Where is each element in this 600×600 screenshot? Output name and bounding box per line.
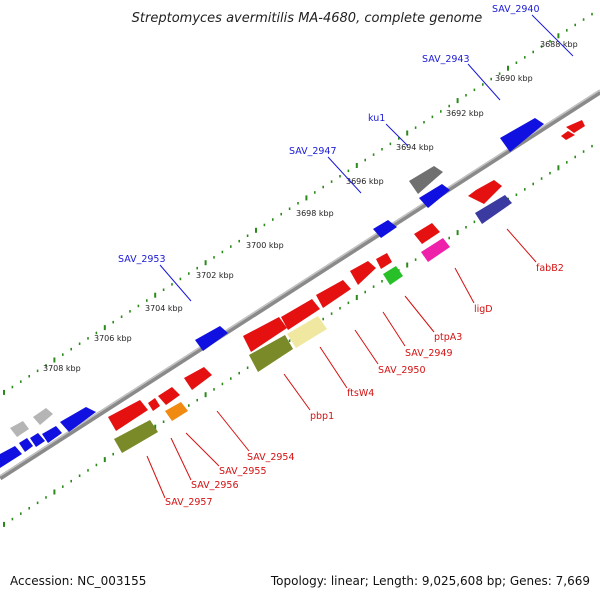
lower-leader-lines — [146, 228, 537, 499]
ruler-label: 3696 kbp — [346, 177, 384, 186]
gene-arrow[interactable] — [350, 261, 376, 285]
upper-ruler-ticks — [3, 12, 593, 395]
ruler-label: 3702 kbp — [196, 271, 234, 280]
accession-text: Accession: NC_003155 — [10, 574, 147, 588]
gene-arrow[interactable] — [114, 420, 158, 453]
gene-label[interactable]: SAV_2949 — [405, 348, 453, 359]
gene-arrow[interactable] — [376, 253, 392, 269]
ruler-label: 3698 kbp — [296, 209, 334, 218]
gene-arrow[interactable] — [243, 317, 287, 352]
gene-arrow[interactable] — [108, 400, 148, 431]
gene-arrow[interactable] — [383, 266, 403, 285]
gene-arrow[interactable] — [30, 433, 45, 447]
ruler-label: 3692 kbp — [446, 109, 484, 118]
gene-arrow[interactable] — [414, 223, 440, 244]
genome-summary-text: Topology: linear; Length: 9,025,608 bp; … — [270, 574, 590, 588]
reverse-strand-genes — [108, 180, 512, 453]
gene-arrow[interactable] — [184, 367, 212, 390]
gene-arrow[interactable] — [419, 184, 450, 208]
gene-arrow[interactable] — [409, 166, 443, 194]
gene-label[interactable]: fabB2 — [536, 263, 564, 274]
gene-label[interactable]: SAV_2957 — [165, 497, 213, 508]
gene-arrow[interactable] — [195, 326, 228, 351]
gene-arrow[interactable] — [561, 131, 575, 140]
gene-label[interactable]: SAV_2950 — [378, 365, 426, 376]
gene-arrow[interactable] — [33, 408, 53, 425]
gene-arrow[interactable] — [287, 316, 327, 348]
gene-label[interactable]: SAV_2953 — [118, 254, 166, 265]
gene-arrow[interactable] — [19, 438, 33, 452]
ruler-label: 3704 kbp — [145, 304, 183, 313]
gene-arrow[interactable] — [281, 299, 320, 330]
gene-arrow[interactable] — [468, 180, 502, 204]
gene-label[interactable]: ligD — [474, 304, 493, 315]
ruler-label: 3690 kbp — [495, 74, 533, 83]
gene-arrow[interactable] — [316, 280, 351, 308]
gene-arrow[interactable] — [0, 446, 22, 468]
gene-label[interactable]: pbp1 — [310, 411, 334, 422]
forward-strand-genes — [0, 118, 585, 468]
gene-arrow[interactable] — [165, 402, 188, 421]
ruler-label: 3706 kbp — [94, 334, 132, 343]
chromosome-axis — [0, 89, 600, 481]
map-title: Streptomyces avermitilis MA-4680, comple… — [132, 11, 483, 26]
chromosome-axis-highlight — [0, 89, 600, 477]
gene-arrow[interactable] — [421, 238, 450, 262]
gene-arrow[interactable] — [42, 426, 62, 443]
gene-label[interactable]: SAV_2947 — [289, 146, 337, 157]
ruler-label: 3694 kbp — [396, 143, 434, 152]
gene-label[interactable]: SAV_2955 — [219, 466, 267, 477]
gene-arrow[interactable] — [158, 387, 180, 405]
gene-arrow[interactable] — [60, 407, 96, 432]
gene-label[interactable]: SAV_2943 — [422, 54, 470, 65]
ruler-label: 3688 kbp — [540, 40, 578, 49]
upper-gene-labels: SAV_2940 SAV_2943 ku1 SAV_2947 SAV_2953 — [118, 4, 540, 265]
gene-label[interactable]: ftsW4 — [347, 388, 374, 399]
gene-label[interactable]: ku1 — [368, 113, 385, 124]
gene-arrow[interactable] — [566, 120, 585, 133]
gene-label[interactable]: SAV_2940 — [492, 4, 540, 15]
upper-leader-lines — [159, 14, 574, 302]
ruler-label: 3708 kbp — [43, 364, 81, 373]
gene-arrow[interactable] — [373, 220, 397, 238]
ruler-label: 3700 kbp — [246, 241, 284, 250]
gene-arrow[interactable] — [249, 335, 293, 372]
gene-arrow[interactable] — [475, 195, 512, 224]
gene-arrow[interactable] — [10, 421, 29, 437]
gene-label[interactable]: SAV_2954 — [247, 452, 295, 463]
gene-arrow[interactable] — [148, 398, 160, 411]
gene-arrow[interactable] — [500, 118, 544, 152]
gene-label[interactable]: SAV_2956 — [191, 480, 239, 491]
gene-label[interactable]: ptpA3 — [434, 332, 462, 343]
ruler-labels: 3688 kbp 3690 kbp 3692 kbp 3694 kbp 3696… — [43, 40, 578, 373]
lower-gene-labels: fabB2 ligD ptpA3 SAV_2949 SAV_2950 ftsW4… — [165, 263, 564, 508]
